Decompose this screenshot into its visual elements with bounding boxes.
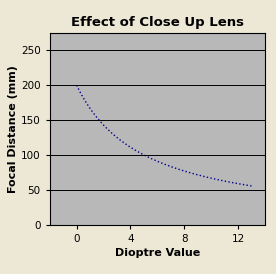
Y-axis label: Focal Distance (mm): Focal Distance (mm) <box>8 65 18 193</box>
Title: Effect of Close Up Lens: Effect of Close Up Lens <box>71 16 244 29</box>
X-axis label: Dioptre Value: Dioptre Value <box>115 248 200 258</box>
